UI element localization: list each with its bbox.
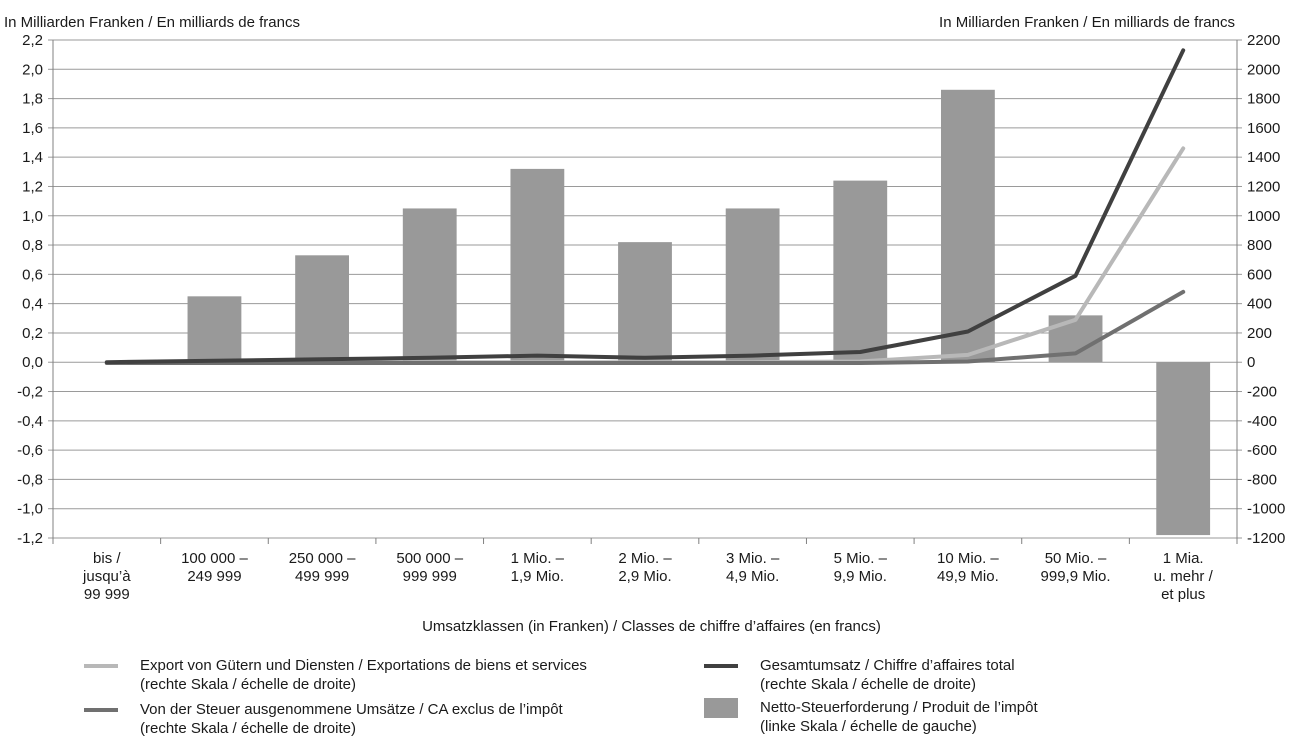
bar (510, 168, 565, 363)
bar (295, 255, 349, 363)
left-tick-label: -0,8 (17, 471, 43, 488)
category-label: 249 999 (187, 568, 241, 585)
legend-item-total: Gesamtumsatz / Chiffre d’affaires total … (704, 656, 1015, 694)
right-tick-label: 600 (1247, 266, 1272, 283)
category-label: 100 000 – (181, 550, 248, 567)
category-label: 1 Mio. – (511, 550, 565, 567)
right-tick-label: 1800 (1247, 91, 1280, 108)
legend-sublabel-total: (rechte Skala / échelle de droite) (760, 676, 976, 693)
legend-item-export: Export von Gütern und Diensten / Exporta… (84, 656, 587, 694)
left-tick-label: -1,2 (17, 530, 43, 547)
bar (833, 180, 888, 363)
legend-swatch-tax (704, 698, 738, 718)
category-label: 4,9 Mio. (726, 568, 779, 585)
legend-sublabel-tax: (linke Skala / échelle de gauche) (760, 718, 977, 735)
category-label: 999,9 Mio. (1041, 568, 1111, 585)
x-axis-title: Umsatzklassen (in Franken) / Classes de … (422, 618, 881, 635)
category-label: 5 Mio. – (834, 550, 888, 567)
left-axis-title: In Milliarden Franken / En milliards de … (4, 14, 300, 31)
category-label: u. mehr / (1154, 568, 1214, 585)
series-line (104, 48, 1186, 365)
left-tick-label: 1,8 (22, 91, 43, 108)
right-tick-label: -1200 (1247, 530, 1285, 547)
category-label: 49,9 Mio. (937, 568, 999, 585)
left-tick-label: 2,0 (22, 61, 43, 78)
legend-swatch-excluded (84, 708, 118, 712)
right-tick-label: 200 (1247, 325, 1272, 342)
category-label: 3 Mio. – (726, 550, 780, 567)
legend-sublabel-export: (rechte Skala / échelle de droite) (140, 676, 356, 693)
left-tick-label: -0,6 (17, 442, 43, 459)
right-tick-label: 1600 (1247, 120, 1280, 137)
bar (187, 296, 242, 363)
series-line (104, 289, 1186, 365)
legend-label-total: Gesamtumsatz / Chiffre d’affaires total (760, 657, 1015, 674)
category-label: 250 000 – (289, 550, 356, 567)
category-label: 1 Mia. (1163, 550, 1204, 567)
category-label: 10 Mio. – (937, 550, 999, 567)
category-label: 2,9 Mio. (618, 568, 671, 585)
category-label: 50 Mio. – (1045, 550, 1107, 567)
right-tick-label: 2000 (1247, 61, 1280, 78)
legend-label-excluded: Von der Steuer ausgenommene Umsätze / CA… (140, 701, 563, 718)
left-tick-label: -1,0 (17, 501, 43, 518)
legend-label-export: Export von Gütern und Diensten / Exporta… (140, 657, 587, 674)
right-tick-label: 400 (1247, 296, 1272, 313)
category-label: bis / (93, 550, 121, 567)
left-tick-label: 0,4 (22, 296, 43, 313)
left-tick-label: -0,4 (17, 413, 43, 430)
category-label: jusqu’à (82, 568, 131, 585)
right-tick-label: 1400 (1247, 149, 1280, 166)
left-tick-label: 1,0 (22, 208, 43, 225)
right-tick-label: -200 (1247, 384, 1277, 401)
right-tick-label: 1200 (1247, 178, 1280, 195)
legend-swatch-total (704, 664, 738, 668)
bar (725, 208, 780, 363)
left-tick-label: 0,0 (22, 354, 43, 371)
right-tick-label: -600 (1247, 442, 1277, 459)
right-tick-label: -1000 (1247, 501, 1285, 518)
legend-item-excluded: Von der Steuer ausgenommene Umsätze / CA… (84, 700, 563, 738)
left-tick-label: 1,2 (22, 178, 43, 195)
legend-label-tax: Netto-Steuerforderung / Produit de l’imp… (760, 699, 1038, 716)
bar (618, 242, 672, 363)
right-tick-label: -800 (1247, 471, 1277, 488)
bar (402, 208, 457, 363)
bar (1156, 362, 1211, 536)
right-tick-label: 1000 (1247, 208, 1280, 225)
category-label: 1,9 Mio. (511, 568, 564, 585)
category-label: 499 999 (295, 568, 349, 585)
category-label: 999 999 (403, 568, 457, 585)
right-tick-label: -400 (1247, 413, 1277, 430)
right-tick-label: 2200 (1247, 32, 1280, 49)
legend-item-tax: Netto-Steuerforderung / Produit de l’imp… (704, 698, 1038, 736)
legend-swatch-export (84, 664, 118, 668)
left-tick-label: 0,2 (22, 325, 43, 342)
category-label: 9,9 Mio. (834, 568, 887, 585)
category-label: 2 Mio. – (618, 550, 672, 567)
left-tick-label: 1,6 (22, 120, 43, 137)
legend-sublabel-excluded: (rechte Skala / échelle de droite) (140, 720, 356, 737)
left-tick-label: 0,8 (22, 237, 43, 254)
category-label: 500 000 – (396, 550, 463, 567)
left-tick-label: -0,2 (17, 384, 43, 401)
bar (941, 89, 995, 363)
left-tick-label: 2,2 (22, 32, 43, 49)
left-tick-label: 1,4 (22, 149, 43, 166)
category-label: et plus (1161, 586, 1205, 603)
left-tick-label: 0,6 (22, 266, 43, 283)
right-tick-label: 800 (1247, 237, 1272, 254)
right-tick-label: 0 (1247, 354, 1255, 371)
category-label: 99 999 (84, 586, 130, 603)
right-axis-title: In Milliarden Franken / En milliards de … (939, 14, 1235, 31)
